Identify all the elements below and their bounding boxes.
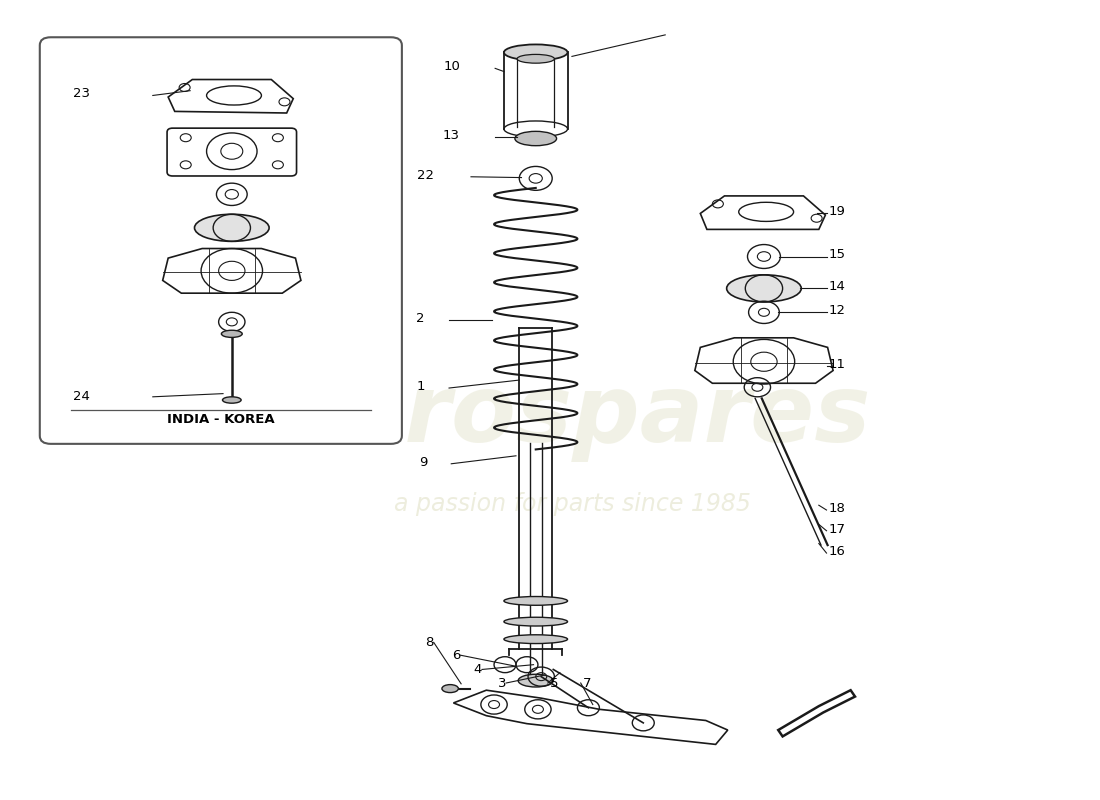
Text: 17: 17 (828, 522, 846, 536)
Ellipse shape (504, 618, 568, 626)
Ellipse shape (221, 330, 242, 338)
Text: 18: 18 (828, 502, 846, 515)
Ellipse shape (517, 54, 554, 63)
Text: 16: 16 (828, 545, 846, 558)
Text: 5: 5 (550, 677, 559, 690)
Text: 6: 6 (452, 649, 460, 662)
Text: 15: 15 (828, 249, 846, 262)
FancyBboxPatch shape (40, 38, 402, 444)
Text: 3: 3 (497, 677, 506, 690)
Text: 2: 2 (417, 312, 425, 325)
Text: 8: 8 (426, 636, 433, 649)
Ellipse shape (504, 634, 568, 643)
Text: 7: 7 (583, 677, 592, 690)
Text: 19: 19 (828, 206, 846, 218)
Ellipse shape (222, 397, 241, 403)
Polygon shape (695, 338, 833, 383)
Text: 11: 11 (828, 358, 846, 370)
Ellipse shape (515, 131, 557, 146)
Text: eurospares: eurospares (273, 370, 871, 462)
Text: 24: 24 (73, 390, 89, 403)
Text: 13: 13 (443, 129, 460, 142)
Text: INDIA - KOREA: INDIA - KOREA (167, 414, 275, 426)
Text: 22: 22 (417, 169, 433, 182)
Polygon shape (168, 79, 294, 113)
Ellipse shape (504, 45, 568, 60)
Text: 23: 23 (73, 87, 90, 100)
Polygon shape (163, 249, 301, 293)
Polygon shape (701, 196, 825, 230)
Ellipse shape (195, 214, 270, 242)
Ellipse shape (442, 685, 459, 693)
Text: a passion for parts since 1985: a passion for parts since 1985 (394, 492, 750, 516)
Text: 1: 1 (417, 380, 425, 393)
Text: 9: 9 (419, 456, 427, 469)
Text: 12: 12 (828, 304, 846, 318)
Ellipse shape (504, 597, 568, 606)
Text: 14: 14 (828, 280, 846, 294)
FancyBboxPatch shape (167, 128, 297, 176)
Ellipse shape (727, 275, 801, 302)
Text: 10: 10 (443, 60, 460, 74)
Polygon shape (453, 690, 728, 744)
Text: 4: 4 (474, 663, 482, 676)
Polygon shape (778, 690, 855, 737)
Ellipse shape (518, 674, 553, 687)
